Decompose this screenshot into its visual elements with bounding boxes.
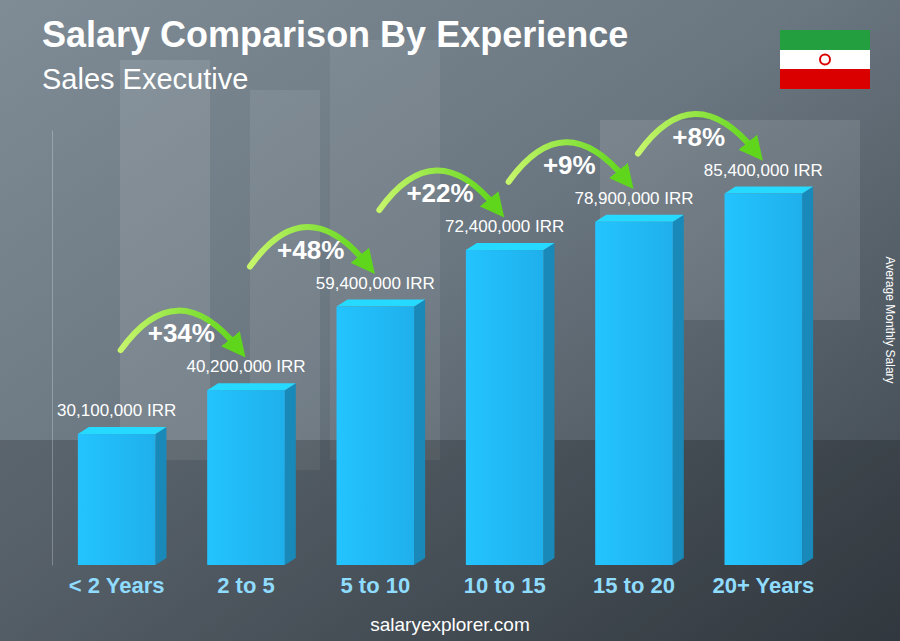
growth-arrow [509, 142, 626, 182]
bar [725, 194, 803, 565]
x-tick: 2 to 5 [217, 569, 274, 598]
background-shape [120, 60, 210, 460]
x-tick-label: 15 to 20 [593, 573, 675, 598]
data-labels: 30,100,000 IRR 40,200,000 IRR 59,400,000 I… [57, 161, 823, 421]
y-axis-line [52, 131, 53, 566]
growth-arrow [379, 171, 496, 211]
x-tick: 20+ Years [712, 569, 814, 598]
subtitle: Sales Executive [42, 63, 248, 95]
x-tick-label: 2 to 5 [217, 573, 274, 598]
bar-side [285, 383, 296, 565]
bar [466, 250, 544, 565]
bar-side [543, 243, 554, 565]
flag-stripe [780, 69, 870, 89]
bar [78, 434, 156, 565]
data-label: 30,100,000 IRR [57, 401, 176, 420]
growth-arrow [121, 311, 238, 351]
y-axis [52, 131, 53, 566]
annotations: +34% +48% +22% +9% +8% [121, 114, 756, 350]
bar-top [337, 300, 426, 307]
bar [337, 307, 415, 565]
y-axis-title: Average Monthly Salary [883, 256, 897, 383]
bar-top [725, 187, 814, 194]
annotation: +34% [148, 318, 215, 348]
x-tick: 15 to 20 [593, 569, 675, 598]
bar [595, 222, 673, 565]
source: salaryexplorer.com [370, 614, 529, 635]
chart: Salary Comparison By Experience Sales Exe… [0, 0, 900, 641]
flag [780, 30, 870, 89]
growth-arrow [638, 114, 755, 154]
x-axis: < 2 Years 2 to 5 5 to 10 10 to 15 15 to 20 20… [69, 569, 814, 598]
flag-emblem [820, 55, 830, 65]
growth-arrow [250, 227, 367, 267]
bar-top [595, 215, 684, 222]
flag-stripe [780, 30, 870, 50]
data-label: 40,200,000 IRR [186, 357, 305, 376]
x-tick-label: 10 to 15 [464, 573, 546, 598]
background [0, 0, 900, 641]
flag-stripe [780, 50, 870, 69]
bar-top [78, 427, 167, 434]
annotation: +48% [277, 235, 344, 265]
bar-side [414, 300, 425, 565]
x-tick: 5 to 10 [340, 569, 410, 598]
bar-side [802, 187, 813, 565]
x-tick-label: 5 to 10 [340, 573, 410, 598]
x-tick-label: 20+ Years [712, 573, 814, 598]
annotation: +9% [543, 150, 596, 180]
bar-top [207, 383, 296, 390]
annotation: +8% [672, 122, 725, 152]
bars [78, 187, 813, 565]
x-tick-label: < 2 Years [69, 573, 165, 598]
data-label: 59,400,000 IRR [316, 274, 435, 293]
x-tick: < 2 Years [69, 569, 165, 598]
bar [207, 390, 285, 565]
data-label: 78,900,000 IRR [574, 189, 693, 208]
bar-side [155, 427, 166, 565]
bar-top [466, 243, 555, 250]
annotation: +22% [406, 178, 473, 208]
data-label: 72,400,000 IRR [445, 217, 564, 236]
title: Salary Comparison By Experience [42, 14, 628, 55]
x-tick: 10 to 15 [464, 569, 546, 598]
data-label: 85,400,000 IRR [704, 161, 823, 180]
bar-side [673, 215, 684, 565]
